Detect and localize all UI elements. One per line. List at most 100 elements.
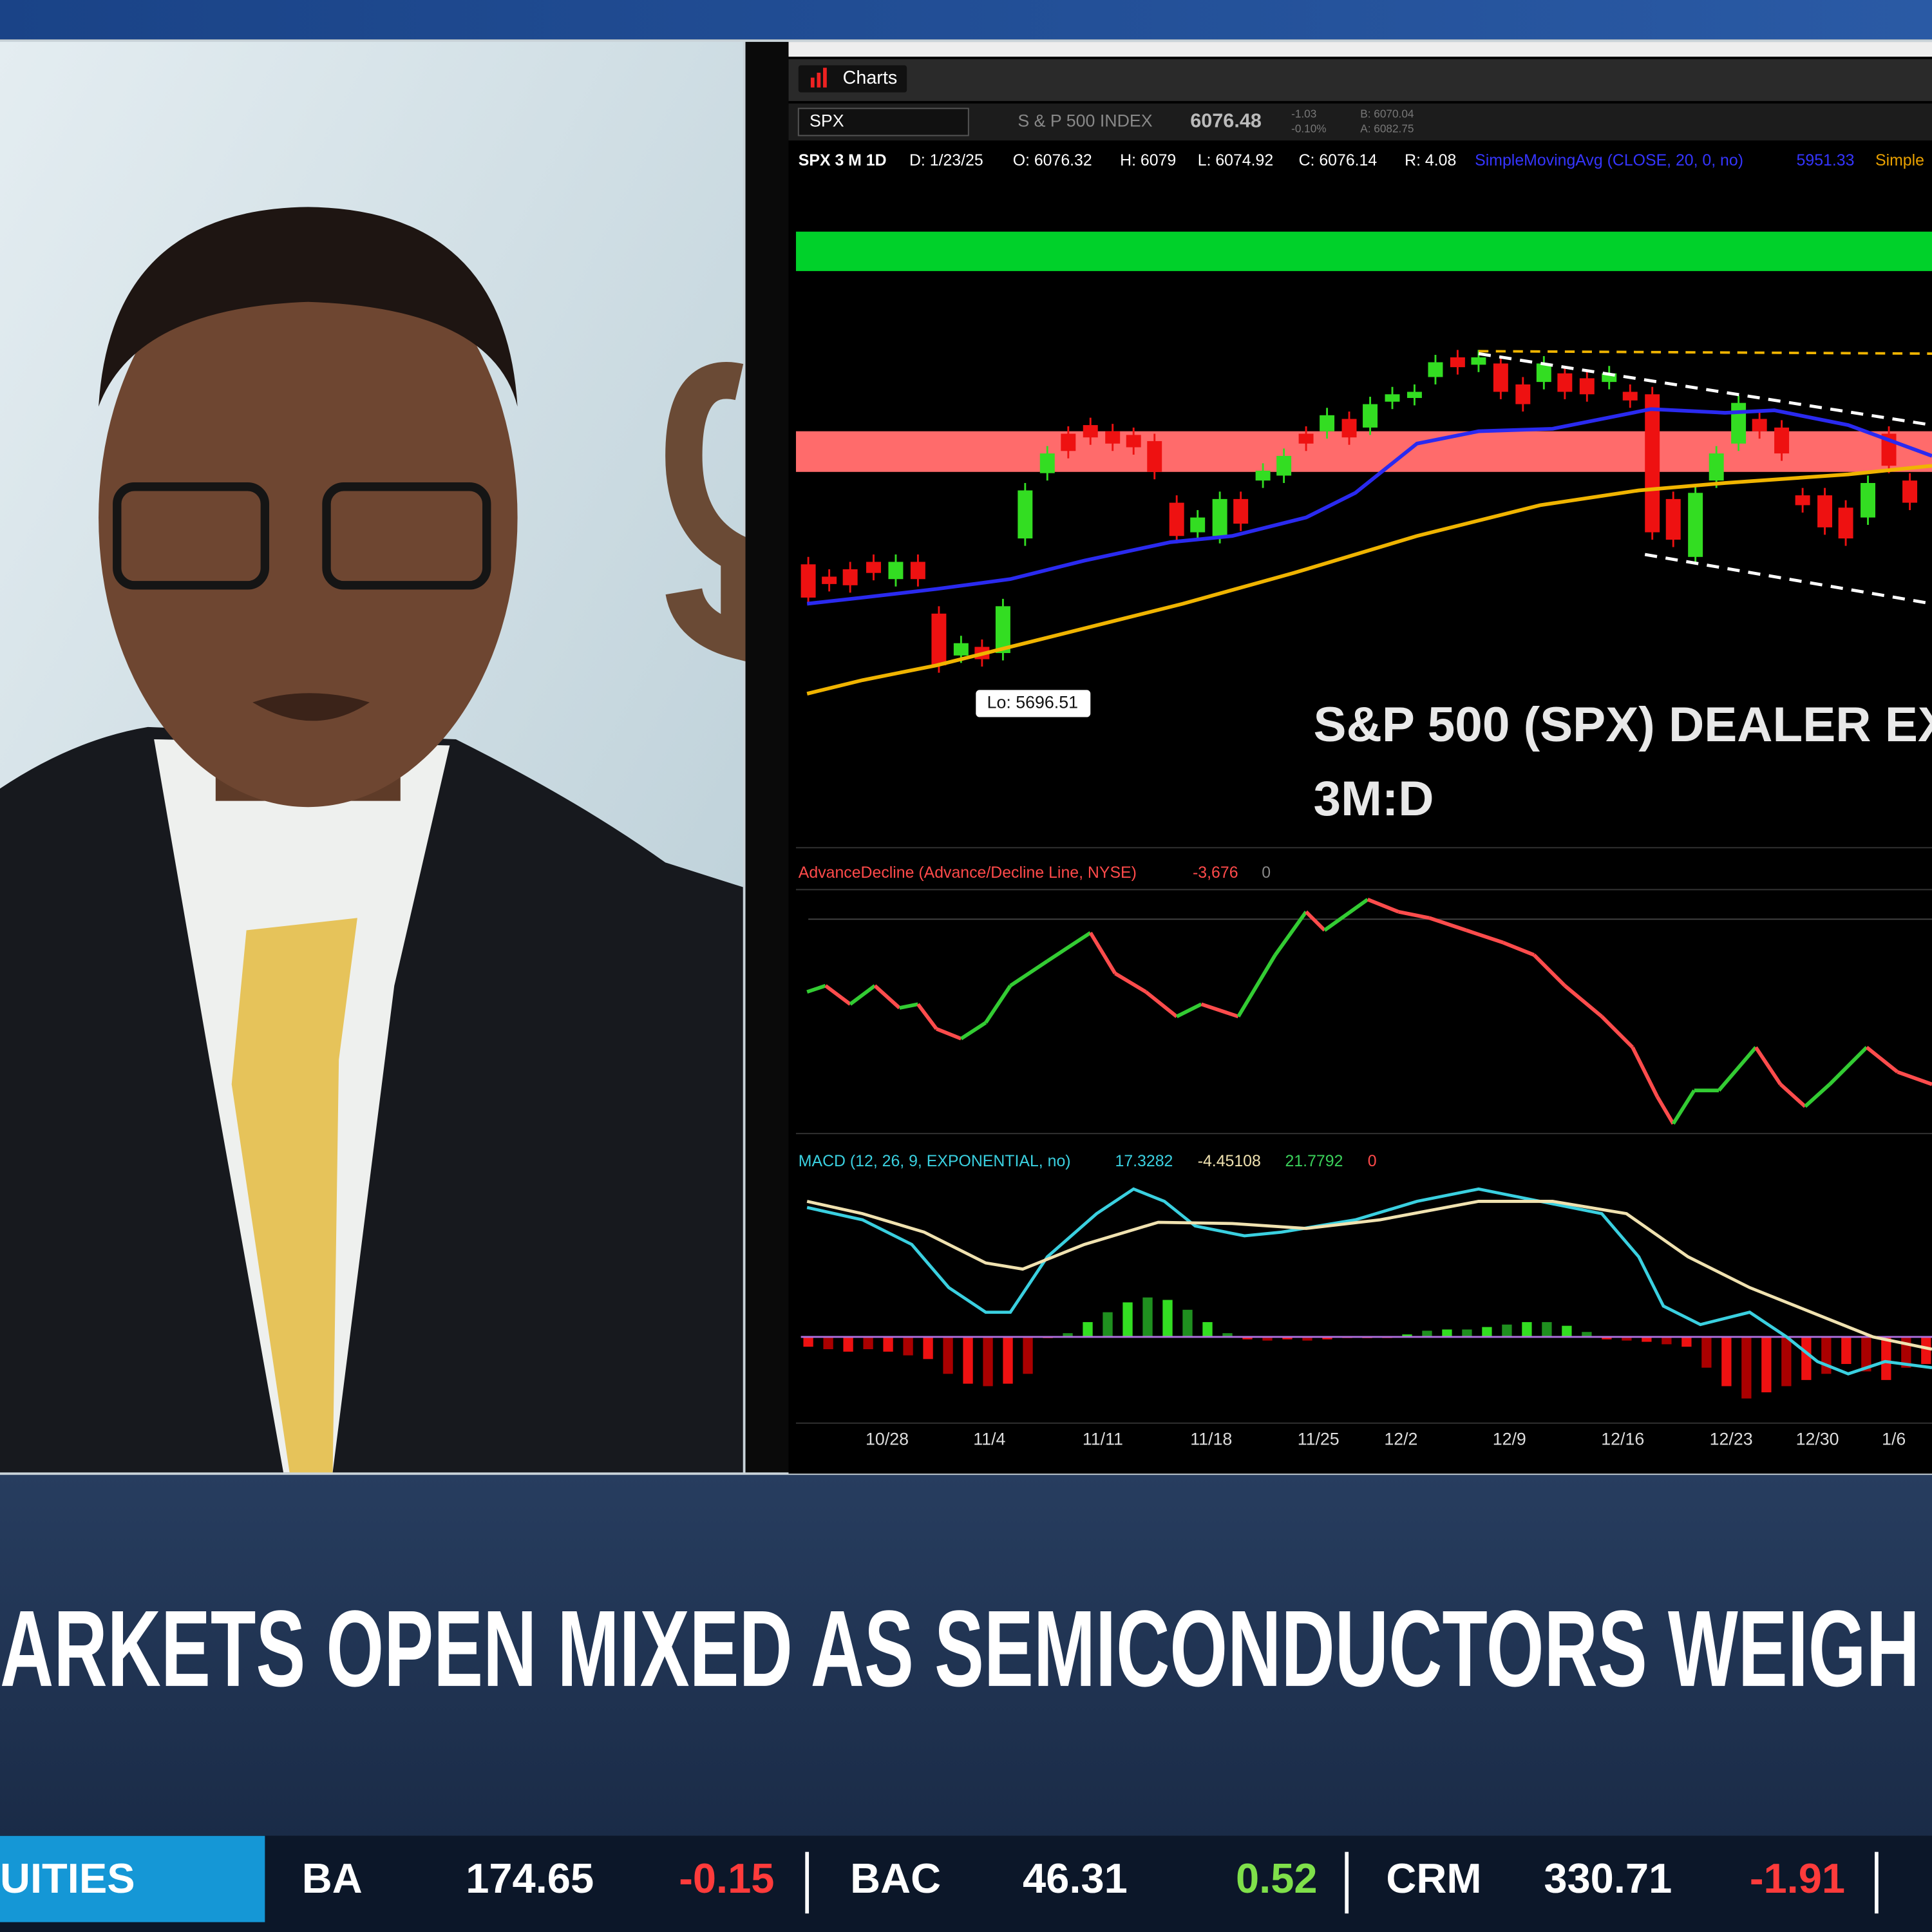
candle bbox=[1731, 402, 1747, 444]
date-label: 1/6 bbox=[1882, 1430, 1906, 1449]
ad-segment bbox=[984, 985, 1012, 1024]
ad-segment bbox=[1897, 1070, 1932, 1086]
candle bbox=[910, 562, 925, 580]
histogram-bar bbox=[1562, 1325, 1572, 1337]
candle bbox=[1406, 392, 1422, 398]
histogram-bar bbox=[1402, 1334, 1412, 1337]
histogram-bar bbox=[1861, 1336, 1871, 1372]
candle bbox=[1795, 495, 1810, 506]
histogram-bar bbox=[1502, 1324, 1512, 1337]
ad-segment bbox=[1804, 1083, 1832, 1108]
ticker-price: 174.65 bbox=[466, 1855, 594, 1902]
candle bbox=[995, 606, 1010, 654]
date-label: 12/23 bbox=[1710, 1430, 1753, 1449]
histogram-bar bbox=[1801, 1336, 1812, 1380]
macd-value: 17.3282 bbox=[1115, 1152, 1173, 1170]
lower-third bbox=[0, 1475, 1932, 1836]
histogram-bar bbox=[1622, 1336, 1632, 1341]
ticker-change: -0.15 bbox=[679, 1855, 774, 1902]
moving-average bbox=[806, 464, 1932, 696]
date-label: 12/2 bbox=[1384, 1430, 1417, 1449]
histogram-bar bbox=[1662, 1336, 1672, 1345]
histogram-bar bbox=[1781, 1336, 1792, 1387]
candle bbox=[1061, 433, 1076, 451]
trendline bbox=[1478, 352, 1932, 427]
ticker-section-tab bbox=[0, 1835, 265, 1922]
headline: ARKETS OPEN MIXED AS SEMICONDUCTORS WEIG… bbox=[0, 1588, 1920, 1709]
histogram-bar bbox=[1083, 1321, 1093, 1337]
histogram-bar bbox=[1542, 1321, 1552, 1337]
info-open: O: 6076.32 bbox=[1013, 151, 1092, 169]
histogram-bar bbox=[883, 1336, 893, 1352]
histogram-bar bbox=[1881, 1336, 1891, 1380]
ad-segment bbox=[1655, 1095, 1675, 1125]
tab-icon bbox=[823, 68, 827, 88]
glasses bbox=[113, 482, 270, 590]
change-pct: -0.10% bbox=[1291, 122, 1327, 135]
tab-icon bbox=[810, 77, 815, 88]
histogram-bar bbox=[1162, 1300, 1173, 1337]
ticker-symbol: BA bbox=[302, 1855, 363, 1902]
histogram-bar bbox=[1282, 1336, 1293, 1340]
histogram-bar bbox=[1721, 1336, 1732, 1387]
pivot-zone bbox=[795, 431, 1932, 472]
ad-segment bbox=[1236, 954, 1277, 1018]
candle bbox=[1450, 357, 1465, 368]
histogram-bar bbox=[1322, 1336, 1332, 1340]
candle bbox=[1428, 362, 1443, 377]
trendline bbox=[1644, 553, 1932, 605]
histogram-bar bbox=[1841, 1336, 1852, 1364]
candle bbox=[1557, 373, 1573, 392]
histogram-bar bbox=[1642, 1336, 1652, 1342]
moving-average bbox=[806, 407, 1932, 606]
bid: B: 6070.04 bbox=[1360, 107, 1414, 120]
histogram-bar bbox=[823, 1336, 833, 1350]
candle bbox=[1774, 427, 1790, 454]
histogram-bar bbox=[1602, 1336, 1612, 1340]
candle bbox=[1493, 363, 1508, 392]
window-titlebar bbox=[788, 42, 1932, 57]
ad-segment bbox=[849, 984, 876, 1006]
ad-segment bbox=[1046, 931, 1092, 963]
date-label: 11/25 bbox=[1298, 1430, 1340, 1449]
ad-segment bbox=[806, 983, 826, 994]
candle bbox=[1298, 433, 1314, 444]
candle bbox=[1083, 425, 1098, 438]
histogram-bar bbox=[1522, 1321, 1532, 1337]
histogram-bar bbox=[923, 1336, 933, 1359]
study2: Simple bbox=[1875, 151, 1924, 169]
ad-segment bbox=[1200, 1002, 1239, 1019]
ad-segment bbox=[1631, 1046, 1659, 1098]
symbol-bar bbox=[788, 103, 1932, 141]
histogram-bar bbox=[903, 1336, 913, 1356]
low-label: Lo: 5696.51 bbox=[987, 693, 1078, 712]
date-label: 11/4 bbox=[973, 1430, 1005, 1449]
ad-segment bbox=[1009, 959, 1048, 988]
plot-area bbox=[800, 350, 1932, 1399]
histogram-bar bbox=[1921, 1336, 1931, 1364]
ad-segment bbox=[1828, 1046, 1868, 1086]
ad-segment bbox=[1397, 910, 1430, 920]
ad-segment bbox=[936, 1027, 962, 1041]
candle bbox=[1665, 498, 1681, 540]
overlay-title: S&P 500 (SPX) DEALER EXP bbox=[1314, 697, 1932, 752]
ticker-bar bbox=[0, 1835, 1932, 1932]
candle bbox=[1039, 453, 1055, 473]
candle bbox=[1536, 363, 1551, 383]
low-bubble bbox=[976, 690, 1091, 717]
tab-label[interactable]: Charts bbox=[843, 68, 898, 88]
histogram-bar bbox=[1761, 1336, 1772, 1392]
ad-segment bbox=[1428, 916, 1467, 933]
ticker-symbol: BAC bbox=[850, 1855, 941, 1902]
histogram-bar bbox=[1103, 1312, 1113, 1337]
candle bbox=[1212, 498, 1227, 536]
histogram-bar bbox=[1262, 1336, 1273, 1341]
symbol-box[interactable] bbox=[797, 108, 969, 137]
mouth bbox=[252, 693, 370, 721]
chart-window: Charts SPX S & P 500 INDEX 6076.48 -1.03… bbox=[745, 42, 1932, 1474]
ad-segment bbox=[1671, 1089, 1696, 1125]
histogram-bar bbox=[803, 1336, 813, 1347]
ticker-section: UITIES bbox=[0, 1855, 135, 1902]
ad-segment bbox=[1502, 940, 1535, 957]
